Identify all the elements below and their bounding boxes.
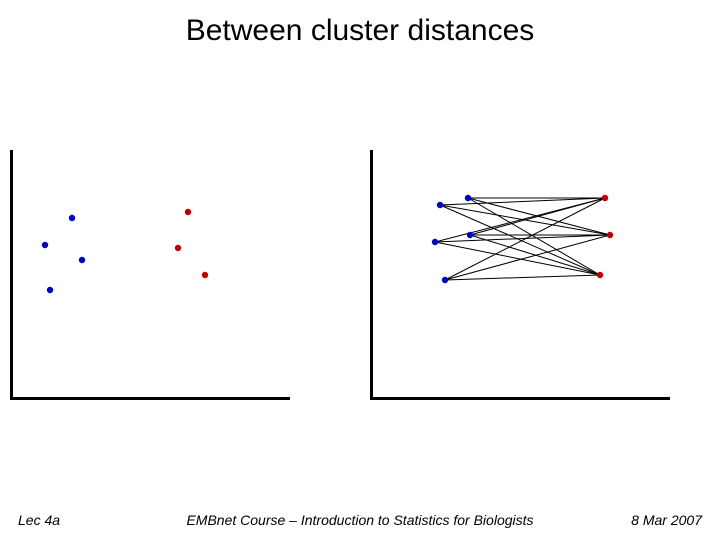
footer: Lec 4a EMBnet Course – Introduction to S… (0, 506, 720, 528)
cluster-a-point (465, 195, 471, 201)
cluster-b-point (185, 209, 191, 215)
cluster-b-point (597, 272, 603, 278)
cluster-a-point (467, 232, 473, 238)
footer-right: 8 Mar 2007 (631, 512, 702, 528)
slide: Between cluster distances Lec 4a EMBnet … (0, 0, 720, 540)
distance-edge (445, 275, 600, 280)
cluster-b-point (175, 245, 181, 251)
distance-edge (440, 205, 600, 275)
cluster-a-point (442, 277, 448, 283)
cluster-a-point (432, 239, 438, 245)
cluster-a-point (42, 242, 48, 248)
cluster-a-point (79, 257, 85, 263)
cluster-a-point (47, 287, 53, 293)
slide-title: Between cluster distances (0, 14, 720, 48)
cluster-a-point (69, 215, 75, 221)
cluster-b-point (202, 272, 208, 278)
footer-center: EMBnet Course – Introduction to Statisti… (0, 512, 720, 528)
cluster-b-point (602, 195, 608, 201)
cluster-b-point (607, 232, 613, 238)
right-panel-bipartite (370, 150, 670, 400)
distance-edge (445, 235, 610, 280)
left-panel-scatter (10, 150, 290, 400)
distance-edge (435, 242, 600, 275)
cluster-a-point (437, 202, 443, 208)
